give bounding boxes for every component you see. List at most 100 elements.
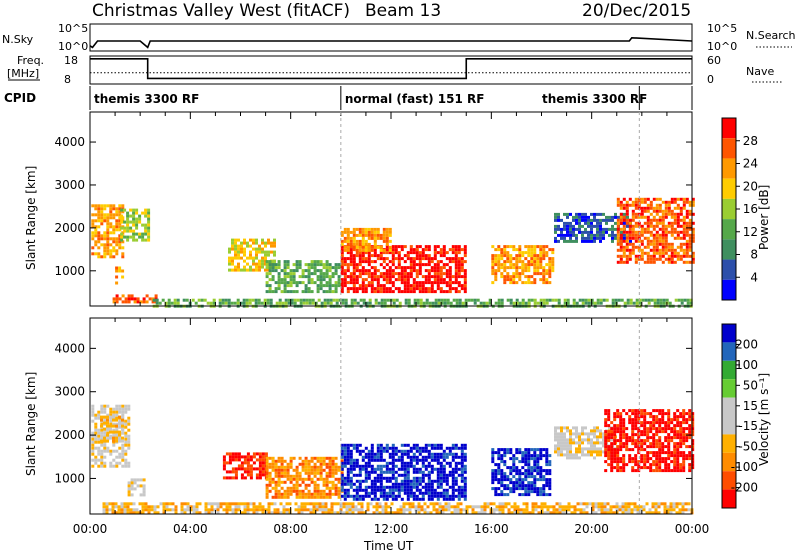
heatmap-cell: [430, 446, 434, 450]
heatmap-cell: [400, 281, 404, 285]
heatmap-cell: [248, 298, 252, 302]
heatmap-cell: [503, 463, 507, 467]
heatmap-cell: [406, 470, 410, 474]
heatmap-cell: [115, 436, 118, 440]
heatmap-cell: [328, 269, 332, 273]
heatmap-cell: [385, 230, 389, 234]
heatmap-cell: [661, 200, 665, 204]
heatmap-cell: [570, 511, 574, 515]
heatmap-cell: [364, 470, 368, 474]
heatmap-cell: [118, 228, 122, 232]
heatmap-cell: [627, 505, 631, 509]
heatmap-cell: [625, 436, 629, 440]
heatmap-cell: [103, 404, 107, 408]
heatmap-cell: [174, 511, 178, 515]
heatmap-cell: [658, 460, 662, 464]
heatmap-cell: [273, 244, 276, 248]
heatmap-cell: [100, 461, 104, 465]
heatmap-cell: [489, 502, 493, 506]
heatmap-cell: [265, 483, 269, 487]
heatmap-cell: [373, 233, 377, 237]
heatmap-cell: [373, 452, 377, 456]
heatmap-cell: [388, 287, 392, 291]
heatmap-cell: [424, 278, 428, 282]
heatmap-cell: [106, 446, 110, 450]
heatmap-cell: [264, 262, 267, 266]
heatmap-cell: [265, 260, 269, 264]
heatmap-cell: [640, 230, 644, 234]
heatmap-cell: [548, 272, 552, 276]
heatmap-cell: [243, 241, 246, 245]
heatmap-cell: [566, 221, 569, 225]
heatmap-cell: [112, 415, 115, 419]
heatmap-cell: [649, 424, 653, 428]
heatmap-cell: [646, 254, 650, 258]
heatmap-cell: [497, 254, 501, 258]
heatmap-cell: [339, 508, 343, 512]
heatmap-cell: [441, 511, 445, 515]
heatmap-cell: [121, 427, 124, 431]
heatmap-cell: [509, 298, 513, 302]
heatmap-cell: [412, 467, 416, 471]
heatmap-cell: [292, 269, 296, 273]
heatmap-cell: [121, 431, 125, 435]
heatmap-cell: [97, 452, 101, 456]
heatmap-cell: [397, 491, 401, 495]
heatmap-cell: [676, 245, 680, 249]
heatmap-cell: [664, 427, 668, 431]
heatmap-cell: [310, 477, 314, 481]
heatmap-cell: [301, 462, 305, 466]
heatmap-cell: [414, 508, 418, 512]
heatmap-cell: [536, 245, 540, 249]
heatmap-cell: [430, 257, 434, 261]
heatmap-cell: [351, 511, 355, 515]
heatmap-cell: [277, 275, 281, 279]
heatmap-cell: [97, 213, 101, 217]
heatmap-cell: [460, 260, 464, 264]
heatmap-cell: [391, 443, 395, 447]
heatmap-cell: [270, 244, 273, 248]
heatmap-cell: [688, 242, 692, 246]
heatmap-cell: [91, 237, 95, 241]
heatmap-cell: [506, 245, 510, 249]
heatmap-cell: [667, 206, 671, 210]
heatmap-cell: [388, 275, 392, 279]
heatmap-cell: [118, 436, 121, 440]
heatmap-cell: [503, 281, 507, 285]
heatmap-cell: [394, 272, 398, 276]
heatmap-cell: [210, 502, 214, 506]
heatmap-cell: [688, 209, 692, 213]
heatmap-cell: [319, 495, 323, 499]
heatmap-cell: [439, 461, 443, 465]
heatmap-cell: [604, 445, 608, 449]
heatmap-cell: [625, 439, 629, 443]
heatmap-cell: [424, 263, 428, 267]
heatmap-cell: [691, 412, 695, 416]
heatmap-cell: [292, 489, 296, 493]
heatmap-cell: [388, 281, 392, 285]
heatmap-cell: [557, 438, 560, 442]
heatmap-cell: [460, 461, 464, 465]
heatmap-cell: [225, 505, 229, 509]
heatmap-cell: [379, 458, 383, 462]
heatmap-cell: [491, 245, 495, 249]
heatmap-cell: [265, 474, 269, 478]
heatmap-cell: [271, 459, 275, 463]
heatmap-cell: [593, 447, 596, 451]
heatmap-cell: [604, 442, 608, 446]
heatmap-cell: [581, 438, 584, 442]
heatmap-cell: [646, 221, 650, 225]
heatmap-cell: [418, 476, 422, 480]
heatmap-cell: [249, 467, 253, 471]
heatmap-cell: [321, 511, 325, 515]
heatmap-cell: [584, 447, 587, 451]
heatmap-cell: [421, 281, 425, 285]
heatmap-cell: [521, 454, 525, 458]
heatmap-cell: [340, 449, 344, 453]
heatmap-cell: [459, 502, 463, 506]
heatmap-cell: [530, 257, 534, 261]
heatmap-cell: [436, 278, 440, 282]
heatmap-cell: [581, 432, 584, 436]
heatmap-cell: [328, 471, 332, 475]
heatmap-cell: [540, 505, 544, 509]
